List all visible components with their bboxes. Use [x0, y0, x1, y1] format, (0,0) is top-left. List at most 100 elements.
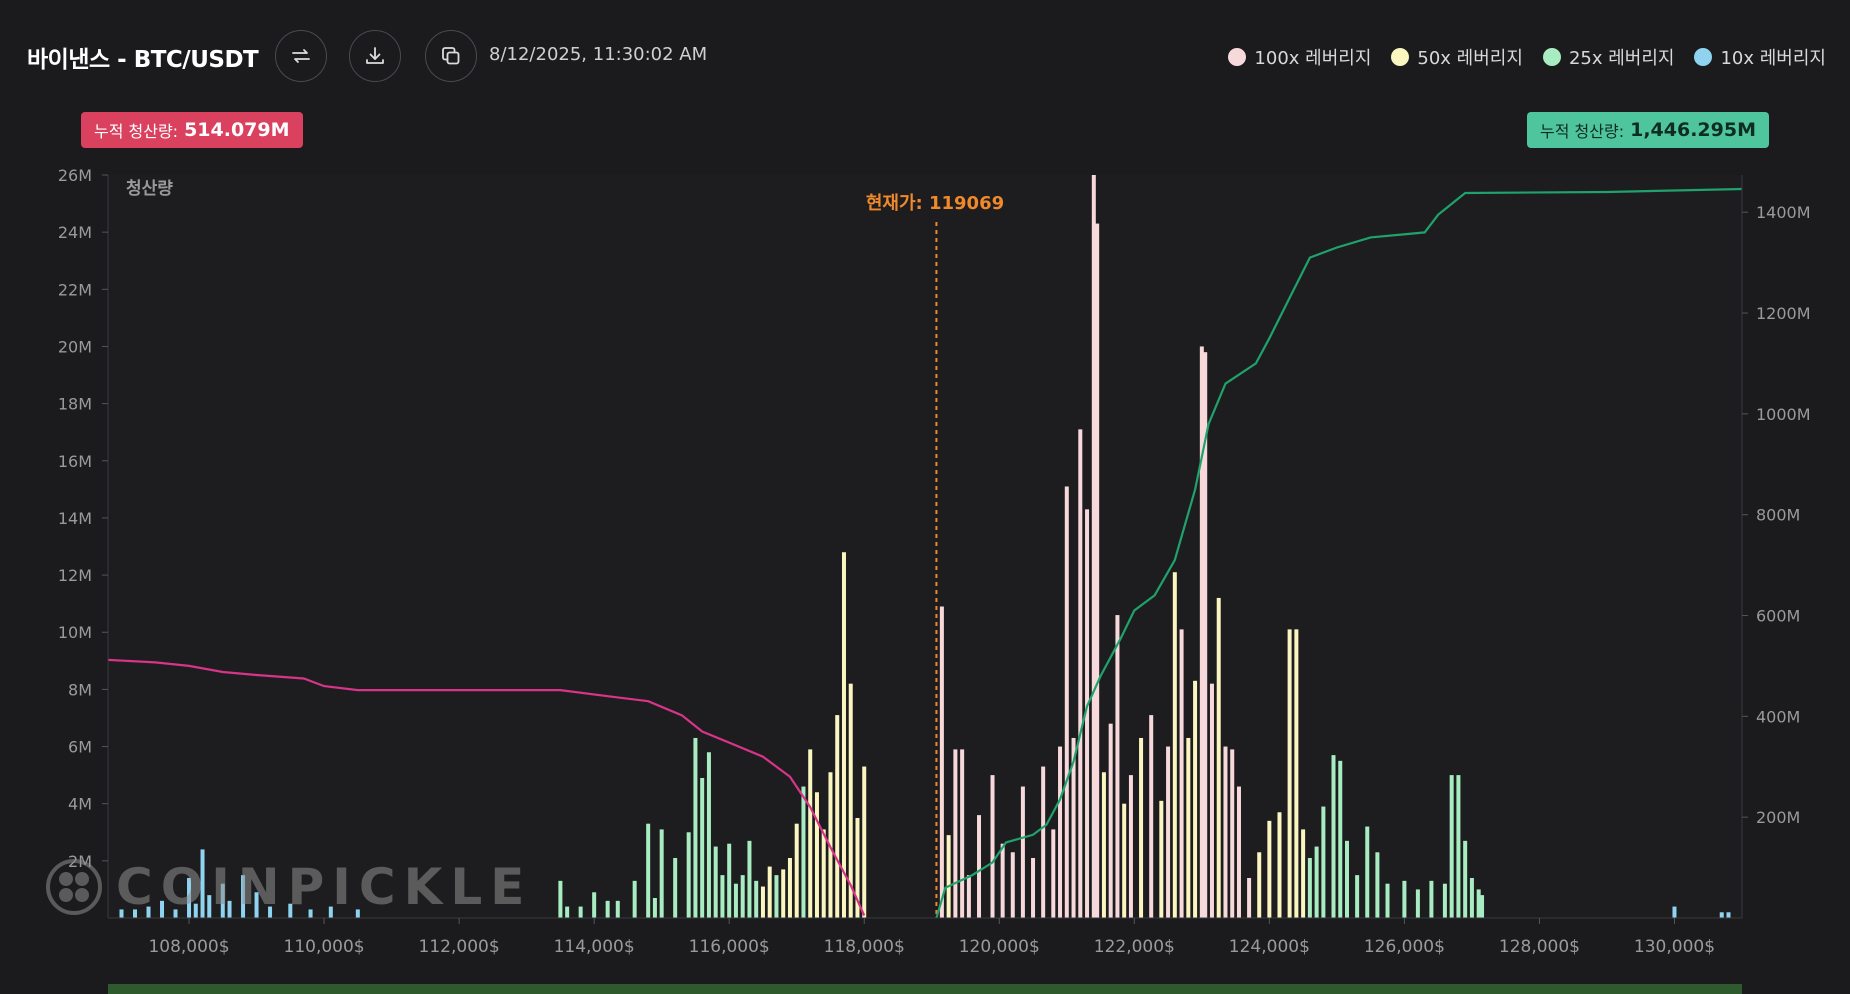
short-cumulative-value: 514.079M — [184, 119, 290, 141]
bar-50x — [1186, 737, 1191, 918]
bar-25x — [713, 846, 718, 918]
bar-25x — [1345, 840, 1350, 918]
y-right-tick-label: 1000M — [1756, 405, 1811, 424]
bar-100x — [1071, 737, 1076, 918]
bar-100x — [990, 775, 995, 918]
bar-25x — [615, 900, 620, 918]
y-left-tick-label: 16M — [58, 452, 92, 471]
short-cumulative-badge: 누적 청산량: 514.079M — [81, 112, 303, 148]
bar-25x — [659, 829, 664, 918]
y-right-tick-label: 600M — [1756, 607, 1800, 626]
range-navigator[interactable] — [108, 984, 1742, 994]
bar-25x — [1463, 840, 1468, 918]
legend-label-25x: 25x 레버리지 — [1568, 48, 1675, 69]
bar-50x — [1267, 820, 1272, 918]
liquidation-chart: 2M4M6M8M10M12M14M16M18M20M22M24M26M200M4… — [58, 166, 1811, 957]
bar-50x — [1193, 680, 1198, 918]
x-tick-label: 110,000$ — [284, 937, 365, 957]
y-right-tick-label: 200M — [1756, 808, 1800, 827]
y-left-tick-label: 24M — [58, 223, 92, 242]
short-cumulative-label: 누적 청산량: — [94, 122, 179, 141]
timestamp: 8/12/2025, 11:30:02 AM — [489, 44, 708, 65]
bar-50x — [1301, 829, 1306, 918]
bar-50x — [1216, 597, 1221, 918]
bar-10x — [173, 909, 178, 918]
y-left-tick-label: 6M — [68, 738, 92, 757]
bar-100x — [939, 606, 944, 918]
bar-50x — [835, 715, 840, 918]
x-tick-label: 112,000$ — [419, 937, 500, 957]
y-right-tick-label: 800M — [1756, 506, 1800, 525]
swap-icon — [292, 49, 310, 63]
bar-10x — [328, 906, 333, 918]
bar-50x — [794, 823, 799, 918]
bar-100x — [1000, 843, 1005, 918]
bar-100x — [1085, 509, 1090, 918]
legend-dot-50x — [1391, 48, 1410, 66]
bar-50x — [1277, 812, 1282, 918]
bar-25x — [1321, 806, 1326, 918]
bar-50x — [1159, 800, 1164, 918]
x-tick-label: 108,000$ — [148, 937, 229, 957]
bar-25x — [1429, 880, 1434, 918]
bar-50x — [1122, 803, 1127, 918]
bar-25x — [1355, 875, 1360, 918]
bar-10x — [187, 877, 192, 918]
bar-25x — [1307, 857, 1312, 918]
bar-100x — [1058, 746, 1063, 918]
bar-25x — [646, 823, 651, 918]
bar-100x — [1010, 852, 1015, 918]
bar-50x — [781, 869, 786, 918]
bar-100x — [1203, 352, 1208, 919]
legend-item-25x[interactable]: 25x 레버리지 — [1542, 44, 1675, 70]
copy-icon — [442, 47, 460, 65]
bars — [119, 175, 1731, 919]
y-left-tick-label: 14M — [58, 509, 92, 528]
page-title: 바이낸스 - BTC/USDT — [27, 47, 259, 73]
bar-25x — [693, 737, 698, 918]
bar-100x — [1236, 786, 1241, 918]
bar-25x — [1442, 883, 1447, 918]
bar-100x — [1115, 615, 1120, 918]
long-cumulative-badge: 누적 청산량: 1,446.295M — [1527, 112, 1769, 148]
copy-button[interactable] — [425, 30, 477, 82]
bar-10x — [146, 906, 151, 918]
legend-item-50x[interactable]: 50x 레버리지 — [1391, 44, 1523, 70]
x-tick-label: 124,000$ — [1229, 937, 1310, 957]
legend-item-100x[interactable]: 100x 레버리지 — [1228, 44, 1371, 70]
download-icon — [366, 47, 384, 64]
bar-10x — [308, 909, 313, 918]
bar-100x — [953, 749, 958, 918]
bar-25x — [1331, 755, 1336, 918]
bar-50x — [808, 749, 813, 918]
bar-25x — [700, 777, 705, 918]
x-tick-label: 116,000$ — [689, 937, 770, 957]
download-button[interactable] — [349, 30, 401, 82]
bar-100x — [1091, 175, 1096, 918]
bar-25x — [1375, 852, 1380, 918]
swap-button[interactable] — [275, 30, 327, 82]
bar-25x — [733, 883, 738, 918]
bar-10x — [193, 903, 198, 918]
bar-100x — [1095, 223, 1100, 919]
legend-item-10x[interactable]: 10x 레버리지 — [1694, 44, 1826, 70]
bar-25x — [1449, 775, 1454, 918]
bar-100x — [1223, 746, 1228, 918]
legend-dot-10x — [1694, 48, 1713, 66]
legend: 100x 레버리지 50x 레버리지 25x 레버리지 10x 레버리지 — [1228, 44, 1826, 70]
axes: 2M4M6M8M10M12M14M16M18M20M22M24M26M200M4… — [58, 166, 1811, 957]
x-tick-label: 120,000$ — [959, 937, 1040, 957]
bar-50x — [862, 766, 867, 918]
bar-25x — [652, 897, 657, 918]
bar-25x — [1402, 880, 1407, 918]
bar-100x — [1149, 715, 1154, 918]
legend-label-50x: 50x 레버리지 — [1417, 48, 1523, 69]
bar-50x — [1139, 737, 1144, 918]
y-right-tick-label: 400M — [1756, 707, 1800, 726]
bar-25x — [565, 906, 570, 918]
bar-50x — [841, 552, 846, 918]
bar-100x — [1199, 346, 1204, 918]
bar-100x — [960, 749, 965, 918]
bar-25x — [1476, 889, 1481, 918]
bar-10x — [1672, 906, 1677, 918]
